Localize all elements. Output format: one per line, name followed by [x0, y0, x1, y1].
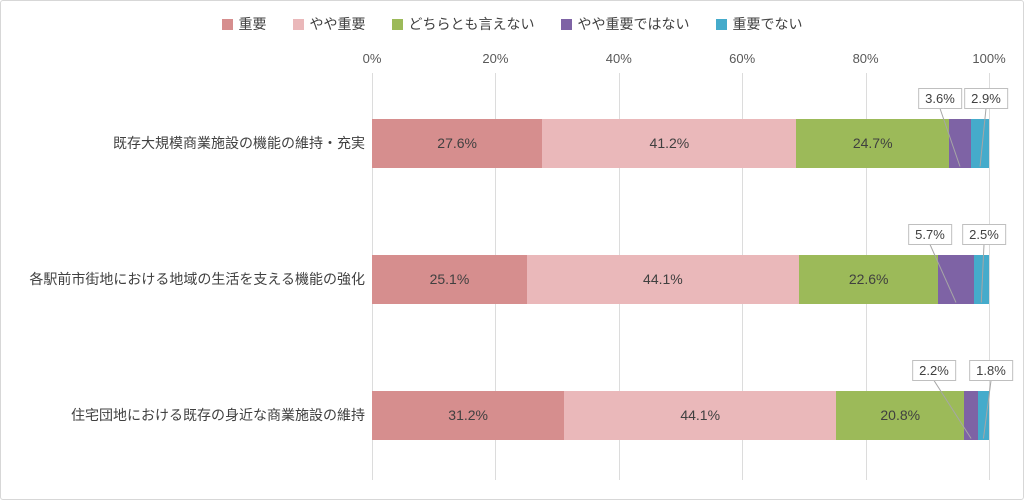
gridline	[989, 73, 990, 480]
segment-value-label: 25.1%	[429, 271, 470, 287]
bar-segment: 41.2%	[542, 118, 797, 168]
bar-segment	[977, 390, 989, 440]
bar-segment: 25.1%	[372, 254, 527, 304]
category-label: 既存大規模商業施設の機能の維持・充実	[113, 135, 365, 151]
callout-label: 3.6%	[918, 87, 962, 109]
legend-swatch-icon	[221, 18, 233, 30]
segment-value-label: 27.6%	[437, 135, 477, 151]
callout-label: 2.5%	[962, 223, 1006, 245]
bar-segment: 44.1%	[564, 390, 837, 440]
legend-label: やや重要ではない	[577, 16, 690, 32]
segment-value-label: 20.8%	[880, 407, 921, 423]
legend-swatch-icon	[391, 18, 403, 30]
bar-segment: 24.7%	[796, 118, 949, 168]
callout-label: 2.2%	[912, 359, 956, 381]
callout-label: 5.7%	[908, 223, 952, 245]
legend-label: 重要	[238, 16, 267, 32]
bar-segment: 27.6%	[372, 118, 543, 168]
legend-swatch-icon	[560, 18, 572, 30]
category-label: 各駅前市街地における地域の生活を支える機能の強化	[29, 271, 365, 287]
x-axis-tick-label: 80%	[852, 51, 879, 66]
x-axis-tick-label: 60%	[729, 51, 756, 66]
callout-label: 1.8%	[969, 359, 1013, 381]
segment-value-label: 44.1%	[643, 271, 683, 287]
bar-segment: 22.6%	[798, 254, 939, 304]
segment-value-label: 31.2%	[448, 407, 488, 423]
bar-segment	[973, 254, 989, 304]
segment-value-label: 44.1%	[680, 407, 721, 423]
x-axis-tick-label: 40%	[605, 51, 632, 66]
legend-item: やや重要ではない	[560, 14, 690, 34]
bar-segment: 31.2%	[372, 390, 565, 440]
callout-label: 2.9%	[964, 87, 1008, 109]
bar-segment	[971, 118, 989, 168]
bar-segment	[964, 390, 978, 440]
legend: 重要 やや重要 どちらとも言えない やや重要ではない 重要でない	[1, 14, 1023, 34]
legend-item: どちらとも言えない	[391, 14, 535, 34]
legend-swatch-icon	[715, 18, 727, 30]
legend-item: やや重要	[292, 14, 366, 34]
x-axis-tick-label: 20%	[482, 51, 509, 66]
category-label: 住宅団地における既存の身近な商業施設の維持	[71, 407, 365, 423]
x-axis-tick-label: 0%	[362, 51, 382, 66]
legend-label: どちらとも言えない	[408, 16, 535, 32]
segment-value-label: 24.7%	[852, 135, 893, 151]
x-axis-tick-label: 100%	[972, 51, 1006, 66]
legend-item: 重要でない	[715, 14, 803, 34]
segment-value-label: 22.6%	[848, 271, 889, 287]
bar-segment	[938, 254, 974, 304]
legend-label: やや重要	[309, 16, 366, 32]
legend-swatch-icon	[292, 18, 304, 30]
bar-segment	[948, 118, 972, 168]
bar-segment: 20.8%	[836, 390, 965, 440]
bar-segment: 44.1%	[526, 254, 799, 304]
segment-value-label: 41.2%	[649, 135, 690, 151]
legend-item: 重要	[221, 14, 267, 34]
legend-label: 重要でない	[732, 16, 803, 32]
